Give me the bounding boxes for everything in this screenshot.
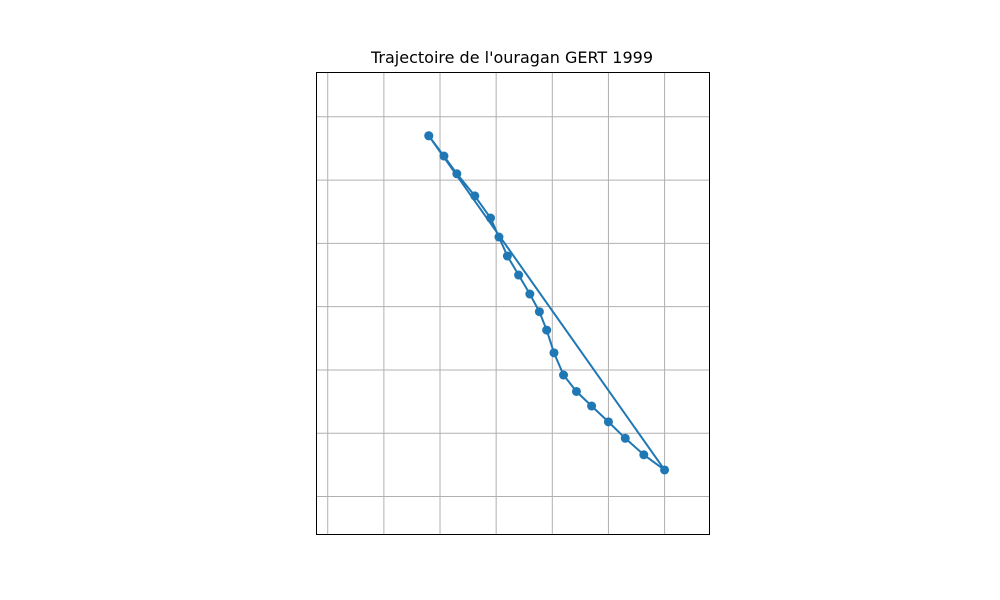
series-layer [424,131,670,475]
track-point-19 [424,131,434,141]
track-point-2 [452,169,462,179]
grid [316,72,710,535]
track-point-7 [514,270,524,280]
track-point-12 [559,370,569,380]
chart-title: Trajectoire de l'ouragan GERT 1999 [370,48,653,67]
track-point-17 [639,450,649,460]
track-point-1 [439,151,449,161]
track-point-8 [525,289,535,299]
plot-frame [316,72,710,535]
track-point-6 [502,251,512,261]
track-point-3 [470,191,480,201]
track-point-11 [549,348,559,358]
track-point-18 [660,465,670,475]
track-point-10 [542,325,552,335]
track-point-4 [486,213,496,223]
track-line [427,135,666,471]
track-point-14 [587,401,597,411]
track-point-9 [534,307,544,317]
track-point-13 [571,386,581,396]
track-point-15 [603,417,613,427]
track-point-16 [620,433,630,443]
track-point-5 [494,232,504,242]
